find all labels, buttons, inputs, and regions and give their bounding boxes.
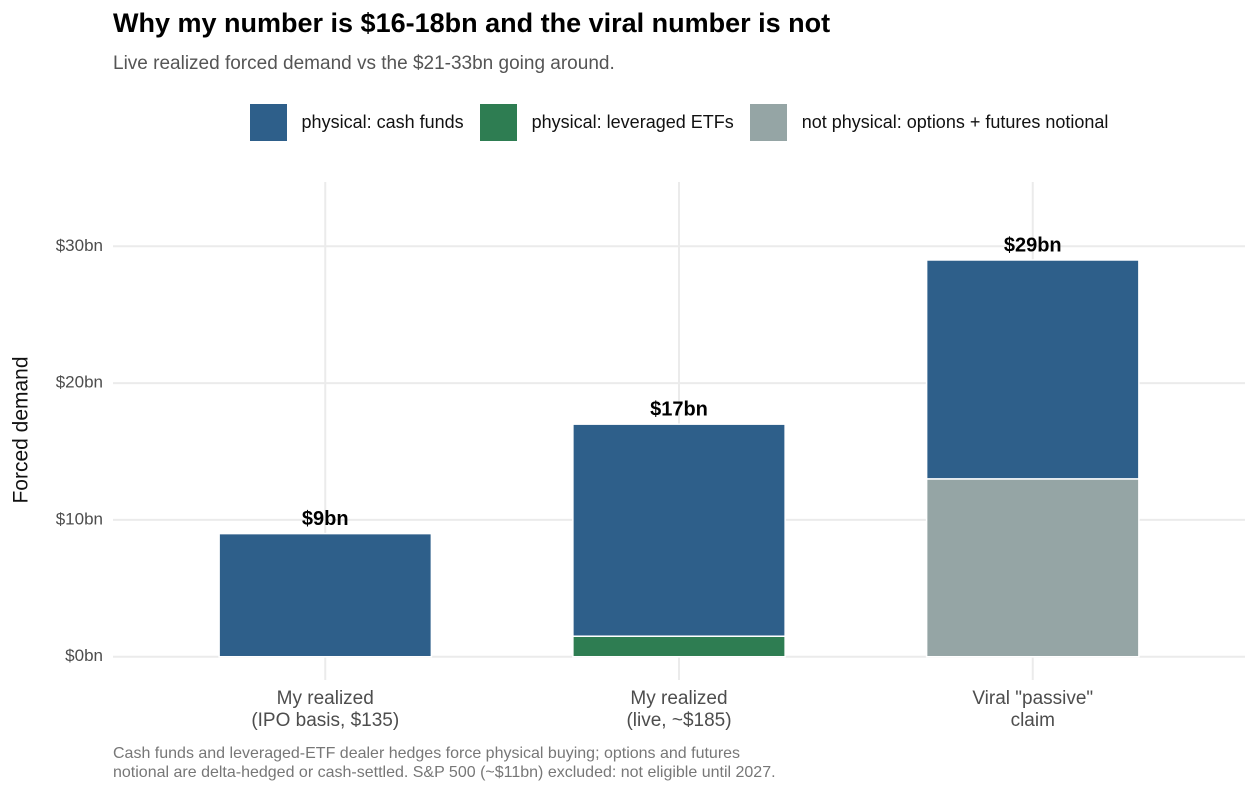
chart-title: Why my number is $16-18bn and the viral … xyxy=(113,8,831,38)
x-tick-label: My realized (live, ~$185) xyxy=(626,688,732,731)
total-label: $29bn xyxy=(1004,234,1062,256)
legend-label: physical: leveraged ETFs xyxy=(531,112,734,132)
y-tick-label: $0bn xyxy=(65,646,103,665)
legend-item: physical: leveraged ETFs xyxy=(479,104,734,141)
x-tick-label: Viral "passive" claim xyxy=(972,688,1094,731)
bar-segment xyxy=(925,478,1140,658)
y-axis-title: Forced demand xyxy=(10,356,33,503)
legend-label: physical: cash funds xyxy=(301,112,464,132)
legend-key xyxy=(479,104,517,141)
y-tick-label: $20bn xyxy=(56,373,103,392)
bar-segment xyxy=(572,423,786,637)
y-tick-label: $10bn xyxy=(56,509,103,528)
total-label: $17bn xyxy=(650,398,708,420)
chart-subtitle: Live realized forced demand vs the $21-3… xyxy=(113,53,615,74)
legend-item: physical: cash funds xyxy=(249,104,464,141)
legend-key xyxy=(249,104,287,141)
bar-segment xyxy=(218,532,433,658)
legend-key xyxy=(749,104,787,141)
chart: Forced demand $0bn $10bn $20bn $30bn $9bn $17… xyxy=(10,182,1245,680)
x-tick-label: My realized (IPO basis, $135) xyxy=(251,688,400,731)
legend-item: not physical: options + futures notional xyxy=(749,104,1109,141)
bar-segment xyxy=(925,259,1140,480)
legend: physical: cash funds physical: leveraged … xyxy=(0,104,1258,141)
legend-label: not physical: options + futures notional xyxy=(801,112,1109,132)
total-label: $9bn xyxy=(302,508,349,530)
bar-segment xyxy=(572,635,786,658)
y-tick-label: $30bn xyxy=(56,236,103,255)
caption: Cash funds and leveraged-ETF dealer hedg… xyxy=(113,745,776,781)
